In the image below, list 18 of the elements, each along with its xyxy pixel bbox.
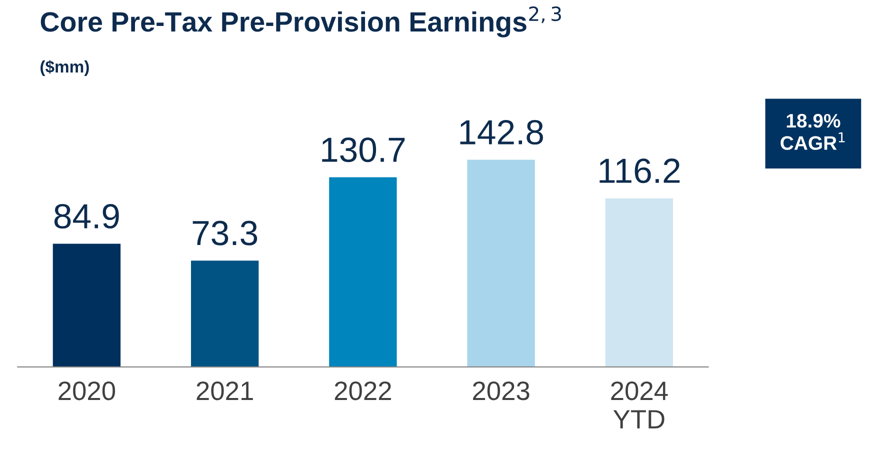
- data-label: 84.9: [54, 204, 119, 229]
- data-label: 130.7: [322, 138, 405, 162]
- bar: [190, 260, 259, 367]
- data-label: 116.2: [600, 158, 680, 184]
- bar: [52, 244, 121, 367]
- data-label: 142.8: [460, 120, 544, 145]
- text: 18.9% CAGR$^{1}$: [780, 114, 845, 150]
- x-tick-label: 2021: [196, 382, 253, 400]
- bar: [329, 177, 397, 367]
- data-label: 73.3: [192, 220, 258, 246]
- bar: [605, 198, 674, 367]
- bar: [467, 160, 535, 367]
- x-tick-label: 2023: [473, 382, 530, 400]
- chart-subtitle: ($mm): [40, 60, 89, 76]
- chart-title: Core Pre-Tax Pre-Provision Earnings$^{2,3}$: [40, 6, 561, 38]
- x-tick-label: 2020: [58, 382, 116, 400]
- x-tick-label: 2024 YTD: [611, 382, 668, 428]
- x-tick-label: 2022: [334, 382, 391, 400]
